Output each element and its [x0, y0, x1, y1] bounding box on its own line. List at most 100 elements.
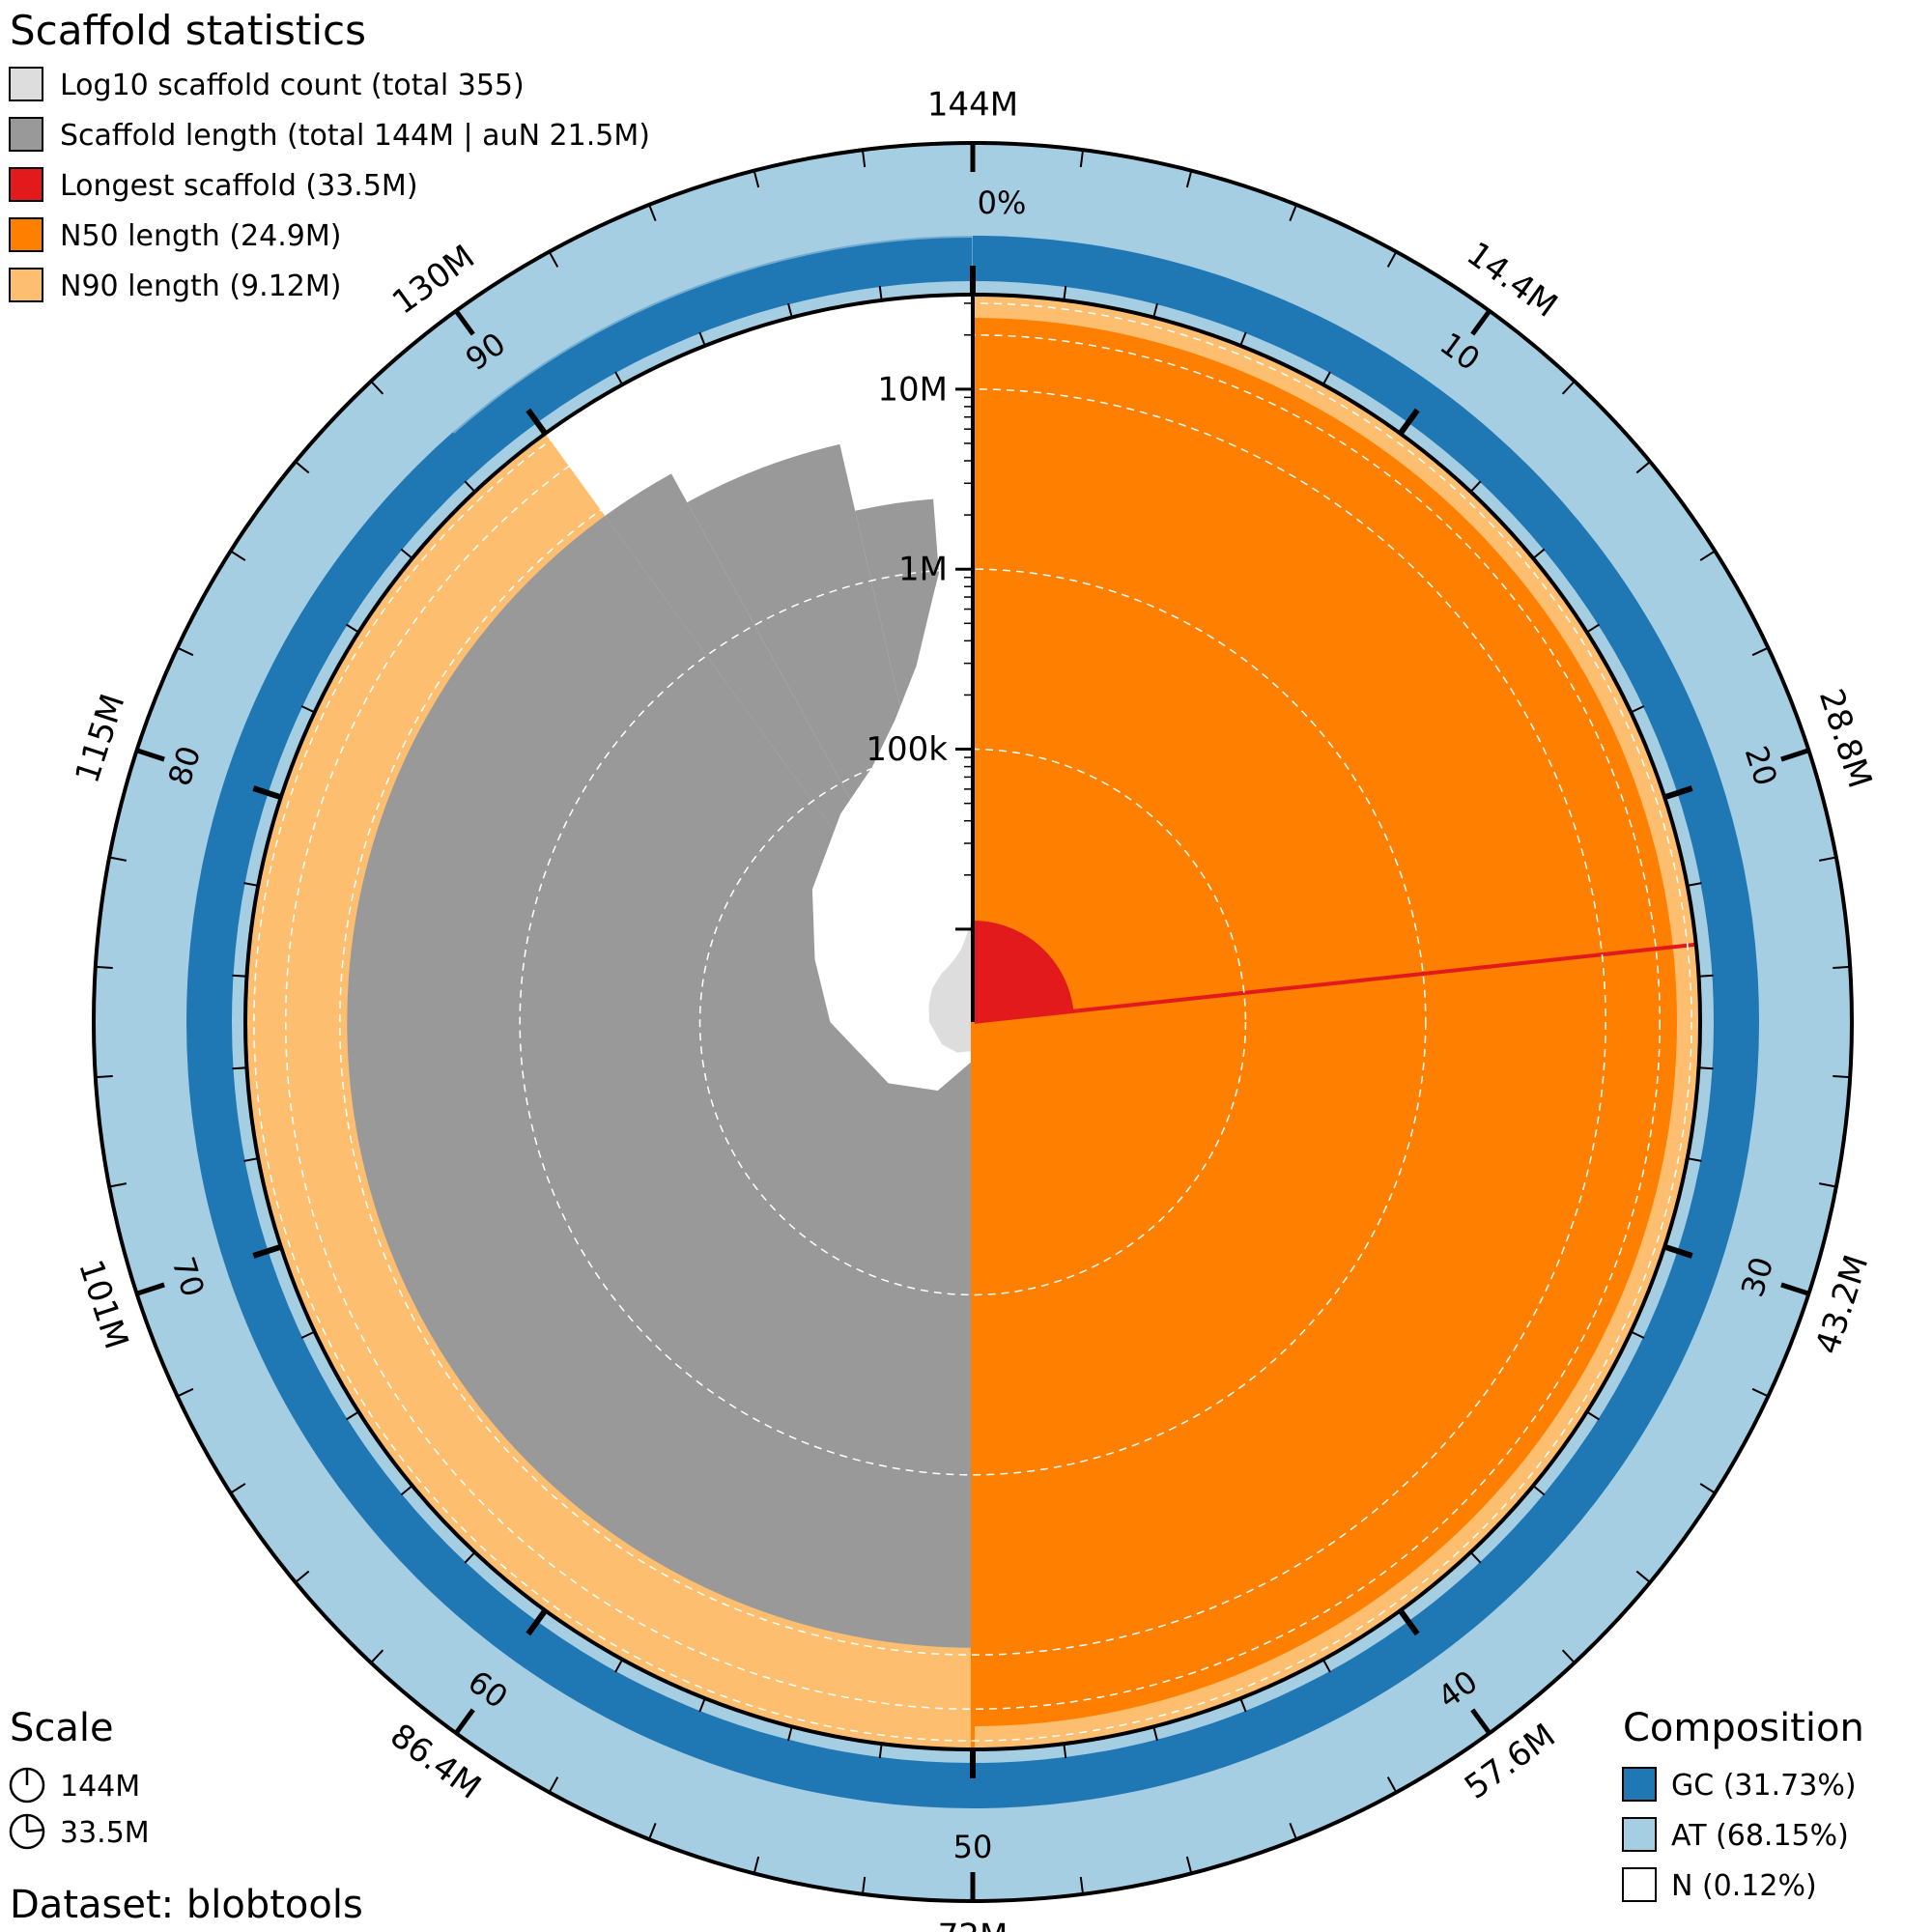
outer-minor-tick [1561, 1649, 1576, 1664]
outer-minor-tick [1635, 461, 1651, 474]
percent-minor-tick [232, 1066, 247, 1070]
outer-axis-label: 144M [927, 86, 1018, 125]
outer-minor-tick [1699, 550, 1716, 561]
outer-major-tick [135, 748, 165, 762]
outer-minor-tick [177, 646, 194, 657]
outer-minor-tick [1079, 150, 1085, 168]
legend-title: Scaffold statistics [10, 7, 366, 54]
percent-minor-tick [787, 302, 793, 318]
percent-minor-tick [614, 371, 624, 385]
outer-major-tick [135, 1282, 165, 1296]
percent-minor-tick [1469, 1551, 1482, 1564]
percent-minor-tick [1239, 1697, 1247, 1713]
outer-minor-tick [548, 251, 559, 268]
outer-minor-tick [1699, 1483, 1716, 1494]
composition-label: GC (31.73%) [1671, 1769, 1857, 1803]
percent-minor-tick [1698, 974, 1714, 978]
percent-minor-tick [300, 705, 316, 714]
outer-major-tick [454, 1708, 475, 1735]
percent-minor-tick [1321, 371, 1331, 385]
outer-axis-label: 28.8M [1811, 684, 1880, 792]
percent-axis-label: 50 [953, 1829, 993, 1865]
scale-label: 33.5M [60, 1816, 150, 1850]
legend-label: Log10 scaffold count (total 355) [60, 69, 525, 102]
radial-axis-label: 10M [877, 370, 948, 409]
outer-minor-tick [1833, 965, 1851, 969]
percent-minor-tick [1063, 1743, 1067, 1759]
legend-label: Scaffold length (total 144M | auN 21.5M) [60, 119, 650, 153]
percent-minor-tick [1532, 1485, 1546, 1496]
percent-minor-tick [1698, 1066, 1714, 1070]
composition-title: Composition [1623, 1706, 1864, 1750]
outer-minor-tick [1386, 1776, 1398, 1793]
outer-minor-tick [1289, 1822, 1297, 1840]
percent-minor-tick [1532, 548, 1546, 559]
outer-minor-tick [648, 204, 657, 222]
percent-minor-tick [1687, 1157, 1702, 1162]
scale-label: 144M [60, 1770, 140, 1804]
longest-wedge [973, 921, 1074, 1022]
percent-minor-tick [614, 1659, 624, 1673]
legend-swatch [9, 217, 43, 252]
percent-minor-tick [1239, 331, 1247, 347]
percent-minor-tick [698, 331, 706, 347]
outer-minor-tick [95, 965, 113, 969]
percent-minor-tick [400, 1485, 413, 1496]
radial-axis-label: 100k [866, 730, 948, 769]
percent-minor-tick [698, 1697, 706, 1713]
outer-minor-tick [861, 1876, 867, 1894]
legend-label: Longest scaffold (33.5M) [60, 169, 418, 203]
composition-swatch [1622, 1767, 1657, 1802]
outer-minor-tick [548, 1776, 559, 1793]
composition-label: AT (68.15%) [1671, 1819, 1849, 1853]
outer-minor-tick [370, 380, 384, 395]
outer-minor-tick [753, 1856, 760, 1874]
outer-minor-tick [1819, 1182, 1837, 1188]
percent-minor-tick [243, 882, 259, 887]
outer-major-tick [1470, 309, 1492, 336]
count-cutout [811, 427, 973, 1092]
percent-major-tick [1398, 1608, 1420, 1636]
percent-minor-tick [1630, 1330, 1645, 1339]
percent-minor-tick [1321, 1659, 1331, 1673]
grid-circle [519, 568, 1427, 1476]
percent-minor-tick [400, 548, 413, 559]
percent-minor-tick [1063, 285, 1067, 301]
percent-major-tick [252, 1243, 282, 1259]
outer-minor-tick [108, 856, 127, 862]
percent-minor-tick [1152, 302, 1158, 318]
outer-minor-tick [230, 1483, 246, 1494]
outer-minor-tick [295, 1570, 310, 1583]
percent-major-tick [252, 785, 282, 801]
log-count-area [928, 916, 973, 1053]
outer-major-tick [1780, 748, 1810, 762]
outer-minor-tick [95, 1075, 113, 1079]
percent-major-tick [526, 1608, 548, 1636]
outer-major-tick [454, 309, 475, 336]
outer-minor-tick [648, 1822, 657, 1840]
percent-minor-tick [464, 1551, 476, 1564]
outer-minor-tick [1819, 856, 1837, 862]
legend-swatch [9, 268, 43, 302]
outer-minor-tick [230, 550, 246, 561]
longest-line [972, 942, 1696, 1024]
legend: Scaffold statistics Log10 scaffold count … [9, 7, 1864, 1927]
percent-major-tick [1398, 408, 1420, 436]
percent-minor-tick [243, 1157, 259, 1162]
percent-minor-tick [787, 1726, 793, 1742]
gc-ring [186, 192, 1760, 1808]
composition-swatch [1622, 1867, 1657, 1902]
composition-swatch [1622, 1817, 1657, 1852]
outer-axis-label: 115M [68, 690, 132, 788]
percent-minor-tick [1152, 1726, 1158, 1742]
percent-minor-tick [346, 1410, 359, 1421]
outer-minor-tick [1289, 204, 1297, 222]
percent-minor-tick [1586, 1410, 1600, 1421]
scale-icon-line [26, 1828, 44, 1833]
legend-label: N90 length (9.12M) [60, 270, 341, 303]
outer-minor-tick [861, 150, 867, 168]
n50-wedge [973, 318, 1677, 1726]
percent-major-tick [526, 408, 548, 436]
legend-swatch [9, 117, 43, 152]
